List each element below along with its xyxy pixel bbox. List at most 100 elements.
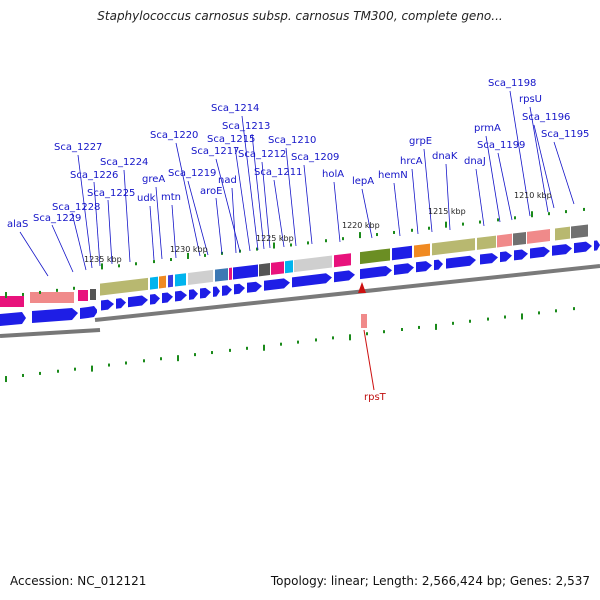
gene-label[interactable]: Sca_1210 [268, 135, 316, 146]
genome-summary: Topology: linear; Length: 2,566,424 bp; … [270, 574, 590, 588]
gene-label[interactable]: rpsU [519, 94, 542, 105]
gene-label[interactable]: lepA [352, 176, 374, 187]
gene-labels: alaS Sca_1229 Sca_1228 Sca_1227 Sca_1226… [7, 78, 589, 230]
gene-label[interactable]: prmA [474, 123, 501, 134]
gene-label[interactable]: Sca_1199 [477, 140, 525, 151]
gene-label[interactable]: Sca_1228 [52, 202, 100, 213]
gene-label[interactable]: Sca_1217 [191, 146, 239, 157]
gene-label[interactable]: Sca_1212 [238, 149, 286, 160]
gene-label[interactable]: Sca_1214 [211, 103, 259, 114]
gene-label[interactable]: Sca_1215 [207, 134, 255, 145]
leader-line [261, 161, 271, 249]
gene-label[interactable]: Sca_1213 [222, 121, 270, 132]
feature-block [334, 253, 351, 268]
kbp-label: 1230 kbp [170, 245, 208, 254]
gene-label[interactable]: Sca_1198 [488, 78, 536, 89]
feature-block [414, 243, 430, 258]
leader-line [93, 181, 101, 267]
gene-label[interactable]: nad [218, 175, 237, 186]
leader-line [71, 212, 87, 271]
gene-label[interactable]: dnaK [432, 151, 458, 162]
leader-line [533, 124, 555, 209]
kbp-label: 1235 kbp [84, 255, 122, 264]
highlight-label[interactable]: rpsT [364, 392, 387, 403]
gene-label[interactable]: Sca_1219 [168, 168, 216, 179]
leader-line [485, 135, 501, 223]
gene-arrow [552, 244, 572, 256]
gene-label[interactable]: greA [142, 174, 165, 185]
gene-label[interactable]: hemN [378, 170, 408, 181]
gene-label[interactable]: Sca_1224 [100, 157, 148, 168]
leader-line [285, 147, 297, 247]
leader-line [497, 152, 513, 221]
gene-label[interactable]: dnaJ [464, 156, 486, 167]
leader-line [171, 204, 177, 259]
gene-label[interactable]: Sca_1209 [291, 152, 339, 163]
kbp-label: 1210 kbp [514, 191, 552, 200]
kbp-label: 1225 kbp [256, 234, 294, 243]
feature-block [215, 268, 228, 282]
highlight-feature [361, 314, 367, 328]
gene-label[interactable]: udk [137, 193, 156, 204]
gene-label[interactable]: Sca_1227 [54, 142, 102, 153]
leader-line [333, 181, 341, 243]
gene-arrow [213, 286, 220, 297]
gene-label[interactable]: mtn [161, 192, 181, 203]
leader-line [215, 197, 223, 255]
leader-line [553, 141, 575, 205]
gene-arrow [334, 270, 355, 283]
gene-arrow [264, 278, 290, 291]
gene-arrow [116, 298, 126, 309]
gene-arrow [446, 255, 476, 269]
feature-block [188, 269, 213, 285]
gene-label[interactable]: Sca_1226 [70, 170, 118, 181]
highlight-marker-icon [358, 282, 366, 293]
gene-label[interactable]: alaS [7, 219, 28, 230]
tick-marks [5, 207, 585, 383]
gene-arrow [247, 281, 262, 293]
gene-arrow [200, 287, 211, 299]
leader-line [155, 186, 163, 260]
gene-arrow [128, 295, 148, 308]
gene-arrow [222, 285, 232, 296]
gene-label[interactable]: Sca_1211 [254, 167, 302, 178]
gene-label[interactable]: aroE [200, 186, 222, 197]
gene-arrow [101, 299, 114, 311]
accession-text: Accession: NC_012121 [10, 574, 147, 588]
kbp-label: 1220 kbp [342, 221, 380, 230]
feature-block [360, 248, 390, 265]
gene-arrow [292, 273, 332, 288]
feature-block [259, 263, 270, 277]
gene-label[interactable]: grpE [409, 136, 432, 147]
gene-arrow [574, 241, 592, 254]
gene-label[interactable]: Sca_1195 [541, 129, 589, 140]
leader-line [123, 169, 131, 263]
gene-arrows [101, 240, 600, 311]
gene-label[interactable]: hrcA [400, 156, 423, 167]
gene-arrow [416, 261, 432, 273]
gene-label[interactable]: holA [322, 169, 344, 180]
gene-arrow [500, 251, 512, 263]
gene-label[interactable]: Sca_1229 [33, 213, 81, 224]
leader-line [509, 90, 531, 217]
gene-arrow [162, 292, 173, 304]
highlight-leader [363, 329, 375, 391]
feature-block [271, 261, 284, 275]
gene-label[interactable]: Sca_1196 [522, 112, 570, 123]
leader-line [475, 168, 485, 227]
kbp-label: 1215 kbp [428, 207, 466, 216]
gene-arrow [480, 253, 498, 265]
gene-arrow [434, 259, 443, 271]
feature-block [150, 276, 158, 290]
leader-line [445, 163, 451, 231]
map-title: Staphylococcus carnosus subsp. carnosus … [97, 9, 503, 23]
feature-block [477, 235, 496, 250]
gene-label[interactable]: Sca_1225 [87, 188, 135, 199]
leader-line [231, 187, 237, 254]
outer-track-fragment [0, 289, 101, 338]
leader-line [423, 148, 433, 233]
gene-label[interactable]: Sca_1220 [150, 130, 198, 141]
gene-arrow [360, 265, 392, 280]
highlight-gene[interactable]: rpsT [358, 282, 387, 403]
